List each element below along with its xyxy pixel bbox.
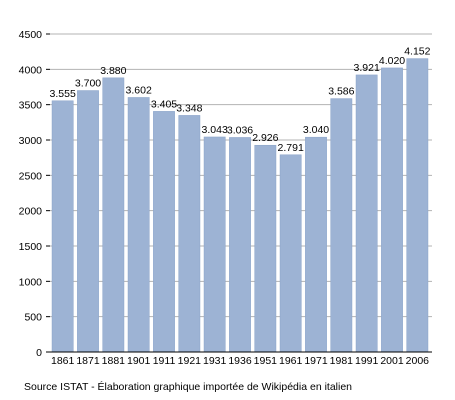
y-tick-label: 2000 xyxy=(19,206,43,218)
x-tick-label: 1961 xyxy=(279,355,303,367)
data-label: 3.586 xyxy=(328,86,354,98)
bar xyxy=(229,137,251,353)
bar xyxy=(355,74,378,353)
data-label: 4.152 xyxy=(404,46,430,58)
x-tick-label: 1971 xyxy=(304,355,328,367)
x-tick-label: 1921 xyxy=(178,355,202,367)
source-note: Source ISTAT - Élaboration graphique imp… xyxy=(24,381,353,393)
x-tick-label: 1991 xyxy=(355,355,379,367)
data-label: 3.880 xyxy=(100,65,126,77)
x-tick-label: 1911 xyxy=(153,355,176,367)
y-tick-label: 4500 xyxy=(19,29,43,41)
y-tick-label: 2500 xyxy=(19,170,43,182)
data-label: 3.602 xyxy=(126,84,152,96)
data-label: 2.791 xyxy=(278,142,304,154)
x-tick-label: 2006 xyxy=(406,355,430,367)
x-tick-label: 1951 xyxy=(254,355,278,367)
y-tick-label: 1500 xyxy=(19,241,43,253)
x-tick-label: 1881 xyxy=(102,355,126,367)
x-tick-label: 1981 xyxy=(330,355,354,367)
bars xyxy=(51,58,429,353)
x-tick-label: 1931 xyxy=(203,355,227,367)
y-tick-label: 3000 xyxy=(19,135,43,147)
bar xyxy=(406,58,429,353)
data-label: 3.700 xyxy=(75,78,101,90)
data-label: 3.036 xyxy=(227,124,253,136)
bar xyxy=(178,115,201,353)
bar xyxy=(381,67,403,353)
bar xyxy=(127,97,150,353)
bar xyxy=(102,77,125,353)
bar xyxy=(330,98,353,353)
y-axis-ticks: 0 500 1000 1500 2000 2500 3000 3500 4000 4500 xyxy=(19,29,50,359)
bar xyxy=(153,111,175,353)
bar xyxy=(254,144,277,353)
bar xyxy=(77,90,99,353)
x-tick-label: 2001 xyxy=(380,355,404,367)
y-tick-label: 4000 xyxy=(19,64,43,76)
y-tick-label: 1000 xyxy=(19,276,43,288)
y-tick-label: 0 xyxy=(36,347,42,359)
data-label: 2.926 xyxy=(252,132,278,144)
data-label: 3.921 xyxy=(354,62,380,74)
bar xyxy=(51,100,74,353)
data-label: 3.405 xyxy=(151,98,177,110)
x-tick-label: 1861 xyxy=(51,355,75,367)
y-tick-label: 3500 xyxy=(19,100,43,112)
data-label: 4.020 xyxy=(379,55,405,67)
data-label: 3.555 xyxy=(50,88,76,100)
bar xyxy=(279,154,302,353)
data-label: 3.043 xyxy=(202,124,228,136)
y-tick-label: 500 xyxy=(24,312,42,324)
x-axis-ticks: 1861 1871 1881 1901 1911 1921 1931 1936 1951 1961… xyxy=(51,355,429,367)
x-tick-label: 1936 xyxy=(228,355,252,367)
bar xyxy=(203,136,226,353)
bar xyxy=(305,136,327,353)
data-label: 3.348 xyxy=(176,102,202,114)
data-label: 3.040 xyxy=(303,124,329,136)
x-tick-label: 1901 xyxy=(127,355,151,367)
x-tick-label: 1871 xyxy=(76,355,100,367)
